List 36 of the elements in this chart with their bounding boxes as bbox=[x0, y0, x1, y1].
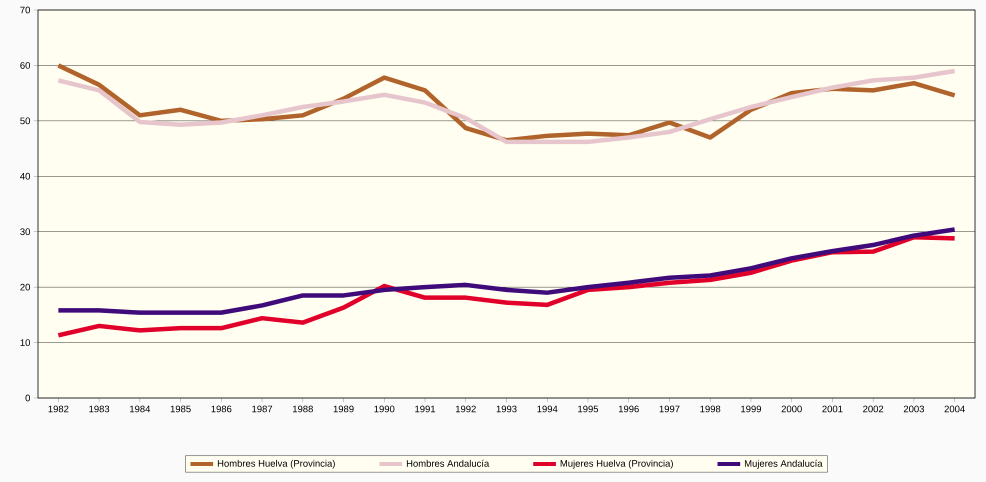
y-tick-label: 50 bbox=[20, 118, 30, 124]
y-tick-label: 0 bbox=[26, 394, 30, 402]
x-tick-label: 1990 bbox=[374, 406, 394, 412]
x-tick-label: 1999 bbox=[741, 406, 762, 412]
y-tick-label: 40 bbox=[20, 172, 30, 180]
x-tick-label: 1998 bbox=[700, 406, 720, 412]
x-tick-label: 2003 bbox=[904, 406, 924, 412]
x-tick-label: 2002 bbox=[863, 406, 884, 412]
x-tick-label: 1996 bbox=[618, 406, 639, 412]
x-tick-label: 2004 bbox=[944, 406, 965, 412]
legend-label: Mujeres Andalucía bbox=[744, 460, 823, 469]
x-tick-label: 1993 bbox=[496, 406, 517, 412]
x-tick-label: 1982 bbox=[48, 406, 68, 412]
y-tick-label: 30 bbox=[20, 228, 30, 236]
legend-label: Mujeres Huelva (Provincia) bbox=[560, 460, 673, 469]
x-tick-label: 1985 bbox=[170, 406, 191, 412]
x-tick-label: 1988 bbox=[293, 406, 313, 412]
legend-label: Hombres Andalucía bbox=[406, 460, 490, 467]
x-tick-label: 1987 bbox=[252, 406, 272, 412]
x-tick-label: 1984 bbox=[130, 406, 150, 412]
y-tick-label: 70 bbox=[20, 6, 30, 14]
y-tick-label: 10 bbox=[20, 339, 30, 346]
line-series bbox=[56, 235, 957, 338]
x-tick-label: 1997 bbox=[660, 406, 680, 412]
x-tick-label: 1992 bbox=[456, 406, 476, 412]
x-tick-label: 1986 bbox=[212, 406, 232, 412]
x-tick-label: 1983 bbox=[89, 406, 110, 412]
x-tick-label: 1994 bbox=[537, 406, 558, 412]
x-tick-label: 2001 bbox=[822, 406, 842, 412]
x-tick-label: 1995 bbox=[578, 406, 598, 412]
legend-label: Hombres Huelva (Provincia) bbox=[218, 460, 335, 469]
y-tick-label: 20 bbox=[20, 284, 30, 290]
x-tick-label: 1989 bbox=[334, 406, 354, 412]
x-tick-label: 1991 bbox=[415, 406, 436, 412]
x-tick-label: 2000 bbox=[782, 406, 802, 412]
y-tick-label: 60 bbox=[20, 62, 30, 69]
